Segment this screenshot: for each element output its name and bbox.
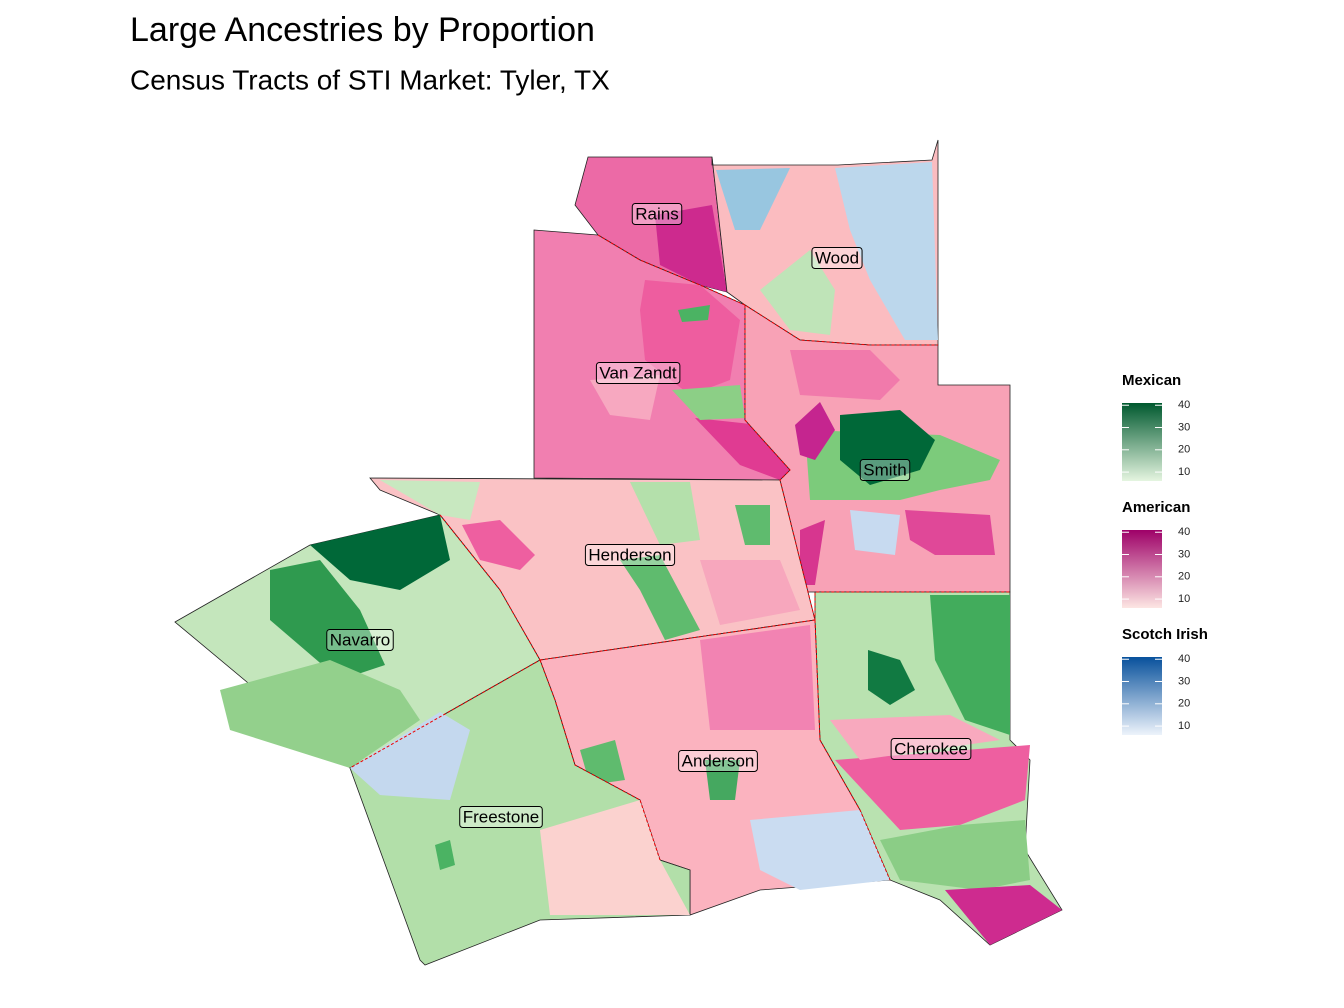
tract (380, 480, 480, 520)
tract (435, 840, 455, 870)
legend-title: Scotch Irish (1122, 626, 1208, 643)
tract (750, 810, 890, 890)
county-label: Van Zandt (595, 361, 681, 384)
tract (672, 385, 745, 420)
legend-tick-label: 20 (1178, 444, 1190, 456)
county-label-text: Rains (635, 204, 678, 223)
legend-tick-label: 10 (1178, 593, 1190, 605)
tract (350, 712, 470, 800)
county-label-box (678, 749, 758, 772)
legend-colorbar (1122, 403, 1162, 481)
tract (700, 560, 800, 625)
legend-title: American (1122, 499, 1190, 516)
tract (705, 760, 740, 800)
county-label: Freestone (459, 805, 543, 828)
legend-tick-label: 10 (1178, 720, 1190, 732)
county-label: Anderson (678, 749, 758, 772)
tract (220, 660, 420, 768)
tract (695, 418, 790, 480)
tract (760, 250, 835, 335)
county-boundary (539, 619, 816, 661)
tract (835, 745, 1030, 830)
tract (655, 205, 727, 292)
tract (905, 510, 995, 555)
county-label-text: Smith (863, 460, 906, 479)
title: Large Ancestries by Proportion (130, 11, 595, 49)
tract (835, 162, 938, 340)
county-label-box (584, 543, 676, 566)
tract (735, 505, 770, 545)
county-label: Cherokee (890, 737, 972, 760)
county-boundary (539, 659, 661, 861)
tract (590, 375, 660, 420)
legend-tick-label: 30 (1178, 548, 1190, 560)
county-label: Henderson (584, 543, 676, 566)
county-label: Smith (859, 458, 911, 481)
tract (868, 650, 915, 705)
tract (620, 555, 700, 640)
county-label-box (595, 361, 681, 384)
legend-tick-label: 40 (1178, 399, 1190, 411)
tract (310, 515, 450, 590)
county-label-box (459, 805, 543, 828)
county-label-box (811, 246, 863, 269)
map (174, 139, 1063, 966)
county-label-text: Navarro (330, 630, 390, 649)
legend-tick-label: 40 (1178, 653, 1190, 665)
legend-colorbar (1122, 657, 1162, 735)
tract (830, 715, 1000, 760)
legend-tick-label: 30 (1178, 421, 1190, 433)
tract (678, 305, 710, 322)
legend-tick-label: 10 (1178, 466, 1190, 478)
county-label: Rains (631, 202, 683, 225)
legend-colorbar (1122, 530, 1162, 608)
county-labels: Rains Wood Van Zandt Smith Henderson Navarro C… (326, 202, 972, 828)
legends: Mexican 10 20 30 40 American 10 20 30 40 Scotch Ir… (1122, 372, 1208, 735)
county-label-text: Van Zandt (599, 363, 676, 382)
county-boundary (349, 514, 541, 769)
legend-tick-label: 40 (1178, 526, 1190, 538)
tract (540, 800, 690, 915)
county-label-box (859, 458, 911, 481)
legend-tick-label: 20 (1178, 698, 1190, 710)
tract (716, 168, 790, 230)
tract (630, 482, 700, 545)
tract (700, 625, 815, 730)
county-label-text: Cherokee (894, 739, 968, 758)
tract (790, 350, 900, 400)
tract (945, 885, 1062, 945)
county-boundary (744, 305, 1010, 621)
tract (800, 520, 825, 585)
county-label-box (326, 628, 394, 651)
county-label: Navarro (326, 628, 394, 651)
tract (840, 410, 935, 485)
county-label-text: Wood (815, 248, 859, 267)
tract (640, 280, 740, 395)
legend-title: Mexican (1122, 372, 1181, 389)
tract (462, 520, 535, 570)
tract (930, 595, 1010, 735)
county-label: Wood (811, 246, 863, 269)
subtitle: Census Tracts of STI Market: Tyler, TX (130, 64, 610, 95)
county-label-box (631, 202, 683, 225)
tract (795, 402, 835, 460)
tract (880, 820, 1030, 890)
county-label-box (890, 737, 972, 760)
county-label-text: Henderson (588, 545, 671, 564)
county-boundary (814, 619, 891, 881)
legend-tick-label: 30 (1178, 675, 1190, 687)
legend-tick-label: 20 (1178, 571, 1190, 583)
county-label-text: Freestone (463, 807, 540, 826)
county-label-text: Anderson (682, 751, 755, 770)
tract (850, 510, 900, 555)
